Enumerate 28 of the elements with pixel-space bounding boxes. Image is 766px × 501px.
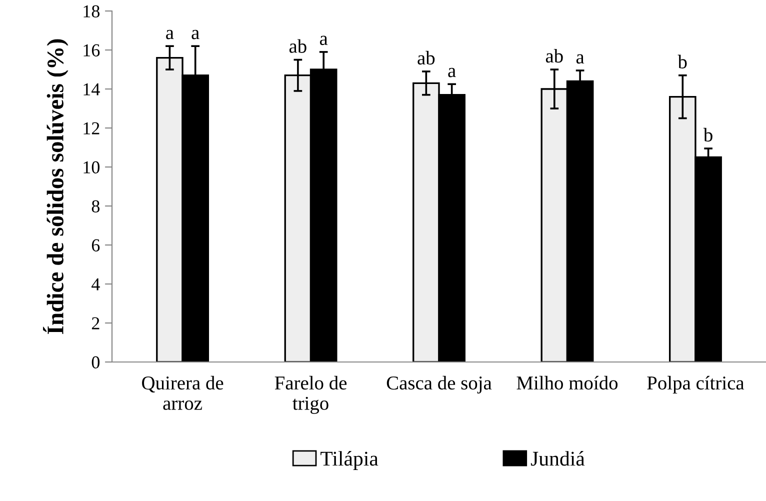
data-label: ab [546, 48, 563, 63]
data-label: a [166, 30, 174, 40]
x-tick-label: Quirera de arroz [142, 376, 224, 410]
y-tick-label: 8 [92, 200, 100, 212]
x-tick-label: Casca de soja [386, 376, 492, 394]
y-tick-label: 0 [92, 356, 100, 368]
y-tick-label: 2 [92, 317, 100, 330]
data-label: a [192, 30, 200, 40]
data-label: ab [289, 39, 306, 53]
x-tick-label: Polpa cítrica [647, 376, 744, 394]
x-tick-label: Milho moído [516, 376, 618, 390]
data-label: b [703, 128, 712, 142]
data-label: b [678, 54, 687, 68]
y-tick-label: 14 [84, 83, 100, 96]
y-tick-label: 18 [84, 5, 100, 18]
legend-label: Jundiá [530, 451, 585, 466]
y-tick-label: 4 [92, 278, 100, 290]
y-tick-label: 6 [92, 239, 100, 252]
data-label: a [448, 68, 456, 78]
legend-label: Tilápia [320, 451, 378, 470]
data-label: a [576, 54, 584, 64]
data-label: a [320, 36, 328, 46]
y-tick-label: 10 [84, 161, 100, 174]
y-tick-label: 12 [84, 122, 100, 134]
data-label: ab [418, 50, 435, 65]
x-tick-label: Farelo de trigo [274, 376, 347, 414]
y-axis-title: Índice de sólidos solúveis (%) [43, 39, 68, 334]
y-tick-label: 16 [84, 44, 100, 56]
